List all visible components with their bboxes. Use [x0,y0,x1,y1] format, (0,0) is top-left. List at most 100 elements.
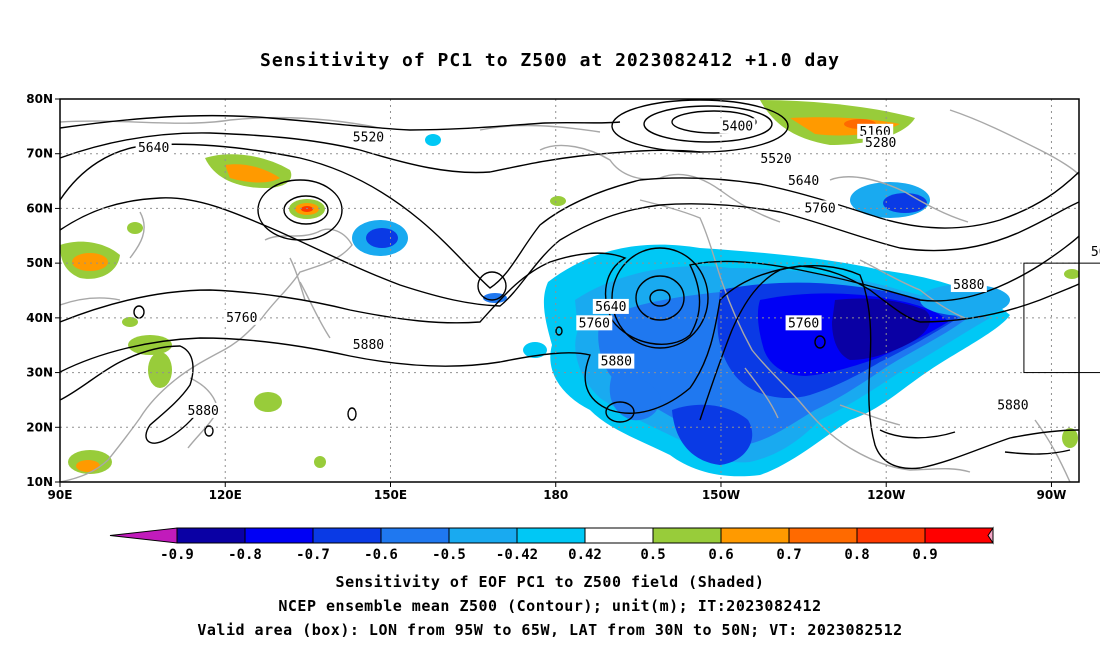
contour-label-bg [1088,244,1100,260]
coastline [639,199,971,473]
coastline [1034,419,1071,482]
contour-label: 5640 [1091,245,1100,260]
coastline [60,116,381,129]
colorbar-left-arrow [109,527,178,544]
contour-label: 5520 [353,130,384,145]
contour-label-bg [785,315,822,331]
coastlines [60,109,1079,482]
map-title: Sensitivity of PC1 to Z500 at 2023082412… [259,50,840,71]
positive-sensitivity-region [127,222,143,234]
coastline [949,109,1079,176]
positive-sensitivity-region [550,196,566,206]
z500-contour [283,195,329,225]
sensitivity-shading [60,100,1079,477]
coastline [60,228,353,482]
coastline [299,281,331,339]
coastline [859,259,966,319]
z500-contour [60,114,621,131]
coastline [829,176,969,223]
contour-label-bg [598,353,635,369]
x-tick-label: 180 [543,488,568,502]
colorbar-label: -0.9 [160,547,194,563]
colorbar-swatch [924,527,994,544]
z500-contour [635,275,685,321]
contour-label-bg [994,397,1031,413]
y-tick-label: 60N [26,201,53,215]
contour-label: 5880 [353,338,384,353]
contour-label-bg [350,129,387,145]
contour-label-bg [802,200,839,216]
negative-sensitivity-region [523,342,547,358]
z500-contour [60,132,701,174]
positive-sensitivity-region [225,164,280,183]
x-tick-label: 120W [867,488,905,502]
coastline [744,367,779,419]
z500-contour [879,429,956,439]
coastline [60,297,121,306]
colorbar-label: -0.7 [296,547,330,563]
coastline [129,211,145,259]
negative-sensitivity-region [425,134,441,146]
y-tick-label: 20N [26,420,53,434]
z500-contour [60,345,199,444]
positive-sensitivity-region [128,335,172,355]
colorbar-swatch [244,527,314,544]
colorbar-swatch [516,527,586,544]
colorbar-swatch [584,527,654,544]
contour-label: 5880 [188,404,219,419]
colorbar-swatch [720,527,790,544]
z500-contour [60,143,1079,289]
z500-contour [477,271,507,301]
positive-sensitivity-region [1064,269,1079,279]
negative-sensitivity-region [483,293,507,303]
colorbar-swatch [788,527,858,544]
negative-sensitivity-region [609,373,661,421]
colorbar-right-arrow [987,526,994,545]
z500-contour [555,326,563,336]
contour-label-bg [785,173,822,189]
contour-label: 5400 [722,119,753,134]
colorbar-swatch [448,527,518,544]
positive-sensitivity-region [72,253,108,271]
contour-label: 5640 [138,141,169,156]
colorbar-swatch [380,527,450,544]
z500-contour [699,265,1079,470]
x-tick-label: 150W [702,488,740,502]
colorbar-label: -0.5 [432,547,466,563]
colorbar-label: 0.5 [640,547,665,563]
contour-label: 5640 [788,174,819,189]
positive-sensitivity-region [148,352,172,388]
colorbar-swatch [312,527,382,544]
colorbar-label: 0.6 [708,547,733,563]
contour-label: 5760 [788,316,819,331]
contour-label-bg [719,118,756,134]
coastline [289,257,306,301]
x-tick-label: 120E [209,488,242,502]
z500-contour [204,425,214,437]
positive-sensitivity-region [254,392,282,412]
positive-sensitivity-region [76,460,100,472]
contour-label-bg [135,140,172,156]
z500-contour [347,407,357,421]
contour-label: 5280 [865,136,896,151]
positive-sensitivity-region [1062,428,1078,448]
negative-sensitivity-region [366,228,398,248]
colorbar-label: -0.42 [496,547,538,563]
y-tick-label: 10N [26,475,53,489]
x-tick-label: 150E [374,488,407,502]
y-tick-label: 30N [26,366,53,380]
z500-contour [649,289,671,307]
colorbar-label: -0.6 [364,547,398,563]
y-axis-ticks: 80N 70N 60N 50N 40N 30N 20N 10N [26,92,60,489]
z500-contour [814,335,826,349]
contour-label: 5520 [760,152,791,167]
x-tick-label: 90E [48,488,73,502]
caption-line-1: Sensitivity of EOF PC1 to Z500 field (Sh… [335,573,765,591]
contour-label: 5880 [601,355,632,370]
contour-label-bg [758,151,795,167]
x-axis-ticks: 90E120E150E180150W120W90W60W [48,482,1066,502]
caption-line-3: Valid area (box): LON from 95W to 65W, L… [197,621,903,639]
contour-label: 5640 [595,300,626,315]
colorbar-label: -0.8 [228,547,262,563]
